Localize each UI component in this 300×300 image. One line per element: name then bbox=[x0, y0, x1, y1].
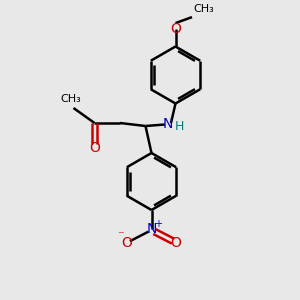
Text: H: H bbox=[175, 120, 184, 133]
Text: CH₃: CH₃ bbox=[194, 4, 214, 14]
Text: +: + bbox=[154, 219, 162, 229]
Text: N: N bbox=[146, 222, 157, 236]
Text: ⁻: ⁻ bbox=[117, 229, 124, 242]
Text: O: O bbox=[171, 236, 182, 250]
Text: O: O bbox=[89, 141, 100, 154]
Text: N: N bbox=[162, 118, 172, 131]
Text: O: O bbox=[170, 22, 181, 35]
Text: O: O bbox=[122, 236, 132, 250]
Text: CH₃: CH₃ bbox=[60, 94, 81, 103]
